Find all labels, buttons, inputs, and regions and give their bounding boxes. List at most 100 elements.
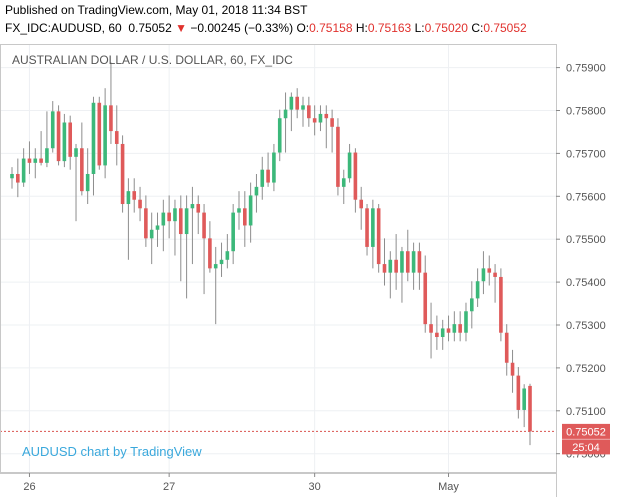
candle-down[interactable] bbox=[266, 169, 270, 183]
candle-up[interactable] bbox=[371, 208, 375, 247]
candle-down[interactable] bbox=[458, 324, 462, 333]
candle-down[interactable] bbox=[167, 212, 171, 222]
candle-up[interactable] bbox=[91, 102, 96, 174]
candle-up[interactable] bbox=[184, 208, 189, 235]
candle-up[interactable] bbox=[481, 268, 486, 282]
candle-down[interactable] bbox=[120, 143, 125, 205]
last-price-tag-bg bbox=[562, 423, 610, 439]
candle-down[interactable] bbox=[196, 204, 201, 213]
candle-down[interactable] bbox=[336, 126, 340, 187]
candle-down[interactable] bbox=[516, 375, 521, 410]
candle-up[interactable] bbox=[522, 388, 526, 410]
candle-down[interactable] bbox=[487, 268, 492, 273]
candle-up[interactable] bbox=[341, 178, 346, 187]
candle-down[interactable] bbox=[376, 208, 381, 265]
candle-up[interactable] bbox=[155, 225, 160, 230]
candle-up[interactable] bbox=[400, 251, 404, 273]
candle-down[interactable] bbox=[312, 118, 317, 123]
candle-down[interactable] bbox=[324, 113, 329, 119]
candle-up[interactable] bbox=[237, 208, 241, 213]
candle-up[interactable] bbox=[62, 122, 67, 162]
time-axis[interactable]: 26 27 30 May bbox=[23, 473, 459, 493]
candle-down[interactable] bbox=[97, 102, 102, 166]
candle-up[interactable] bbox=[74, 148, 78, 157]
candle-down[interactable] bbox=[493, 272, 497, 277]
candle-up[interactable] bbox=[254, 186, 259, 196]
y-tick-label: 0.75700 bbox=[566, 148, 606, 160]
candle-down[interactable] bbox=[353, 152, 358, 200]
candle-down[interactable] bbox=[330, 118, 334, 127]
candle-up[interactable] bbox=[50, 111, 55, 149]
candle-down[interactable] bbox=[132, 191, 137, 200]
candle-up[interactable] bbox=[469, 298, 474, 312]
candle-up[interactable] bbox=[85, 173, 90, 192]
candle-up[interactable] bbox=[475, 281, 480, 299]
candle-down[interactable] bbox=[429, 324, 433, 333]
candle-down[interactable] bbox=[202, 212, 206, 239]
candle-up[interactable] bbox=[411, 251, 416, 273]
candle-down[interactable] bbox=[138, 199, 142, 209]
candle-down[interactable] bbox=[528, 385, 532, 432]
candle-up[interactable] bbox=[149, 229, 154, 239]
candlestick-chart[interactable]: 0.75900 0.75800 0.75700 0.75600 0.75500 0.754… bbox=[0, 44, 618, 497]
candle-down[interactable] bbox=[114, 131, 119, 144]
candle-up[interactable] bbox=[440, 328, 445, 338]
candle-down[interactable] bbox=[39, 158, 43, 163]
candle-down[interactable] bbox=[68, 122, 73, 157]
candle-down[interactable] bbox=[80, 148, 84, 192]
open-label: O: bbox=[296, 21, 310, 35]
candle-down[interactable] bbox=[394, 259, 398, 273]
candle-up[interactable] bbox=[45, 148, 49, 163]
candle-up[interactable] bbox=[464, 311, 468, 333]
candle-down[interactable] bbox=[295, 96, 299, 110]
candle-down[interactable] bbox=[243, 208, 247, 226]
candle-up[interactable] bbox=[126, 191, 131, 205]
candle-up[interactable] bbox=[301, 105, 305, 110]
candle-down[interactable] bbox=[109, 105, 113, 132]
candle-up[interactable] bbox=[219, 259, 224, 265]
candle-up[interactable] bbox=[231, 212, 235, 252]
candle-up[interactable] bbox=[289, 96, 294, 110]
candle-up[interactable] bbox=[283, 109, 288, 119]
candle-down[interactable] bbox=[365, 208, 369, 247]
candle-up[interactable] bbox=[272, 152, 276, 183]
close-value: 0.75052 bbox=[483, 21, 527, 35]
candle-down[interactable] bbox=[417, 251, 422, 273]
price-axis[interactable]: 0.75900 0.75800 0.75700 0.75600 0.75500 0.754… bbox=[556, 63, 606, 461]
candle-up[interactable] bbox=[248, 195, 253, 226]
candle-down[interactable] bbox=[504, 332, 509, 363]
candle-down[interactable] bbox=[382, 264, 387, 273]
candle-up[interactable] bbox=[452, 324, 457, 333]
candle-down[interactable] bbox=[510, 362, 515, 376]
candle-down[interactable] bbox=[144, 208, 148, 239]
candle-down[interactable] bbox=[435, 332, 439, 338]
candle-up[interactable] bbox=[277, 118, 282, 153]
candle-up[interactable] bbox=[10, 173, 14, 179]
candle-series[interactable] bbox=[10, 62, 532, 446]
candle-up[interactable] bbox=[213, 264, 218, 269]
candle-up[interactable] bbox=[347, 152, 352, 179]
candle-down[interactable] bbox=[56, 111, 61, 162]
candle-down[interactable] bbox=[208, 238, 212, 269]
candle-down[interactable] bbox=[16, 173, 20, 183]
candle-down[interactable] bbox=[307, 105, 311, 119]
candle-up[interactable] bbox=[103, 105, 107, 166]
candle-up[interactable] bbox=[318, 113, 323, 123]
candle-up[interactable] bbox=[388, 259, 393, 273]
candle-down[interactable] bbox=[178, 208, 183, 235]
candle-down[interactable] bbox=[405, 251, 410, 273]
candle-down[interactable] bbox=[499, 276, 503, 333]
candle-up[interactable] bbox=[260, 169, 265, 187]
last-price: 0.75052 bbox=[128, 21, 172, 35]
candle-up[interactable] bbox=[190, 204, 195, 209]
candle-down[interactable] bbox=[27, 158, 32, 163]
candle-up[interactable] bbox=[161, 212, 166, 226]
candle-up[interactable] bbox=[21, 158, 26, 183]
candle-down[interactable] bbox=[423, 272, 428, 325]
watermark[interactable]: AUDUSD chart by TradingView bbox=[22, 444, 202, 459]
candle-up[interactable] bbox=[225, 251, 230, 260]
candle-up[interactable] bbox=[33, 158, 38, 163]
candle-up[interactable] bbox=[173, 208, 177, 222]
candle-down[interactable] bbox=[446, 328, 451, 333]
candle-down[interactable] bbox=[359, 199, 364, 209]
